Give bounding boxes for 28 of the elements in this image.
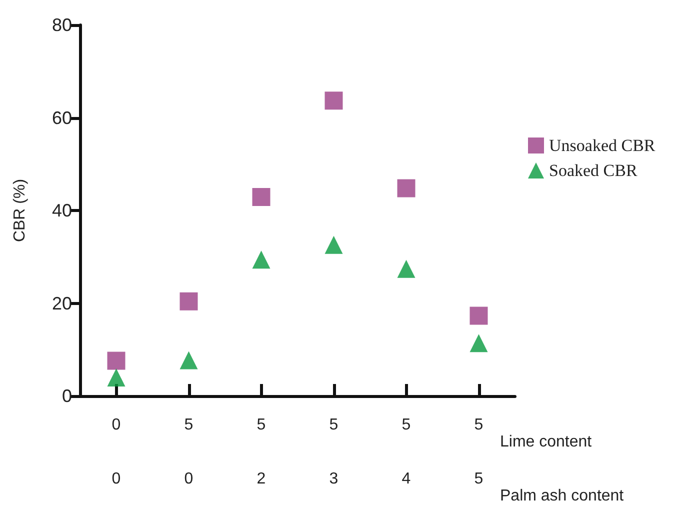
point [470,306,488,325]
text: Palm ash content [500,488,624,504]
y-tick-label: 0 [62,386,72,406]
category-label: 5 2 [256,416,266,488]
point [252,250,270,269]
point [470,334,488,352]
legend-label: Unsoaked CBR [549,136,656,155]
y-tick-label: 80 [52,15,72,35]
point [107,368,126,386]
point [397,179,416,198]
point [252,188,270,206]
point [180,351,198,370]
category-label: 5 3 [329,416,338,488]
legend-label: Soaked CBR [549,161,638,180]
point [397,260,416,278]
point [180,292,198,310]
y-tick-label: 20 [52,293,72,314]
point [324,92,343,110]
point [324,236,343,254]
y-tick-label: 60 [52,108,72,128]
category-label: 5 4 [402,416,411,488]
y-axis-title: CBR (%) [12,178,28,242]
category-label: 0 0 [112,416,121,488]
category-label: 5 5 [474,416,484,488]
point [107,352,126,370]
text: Lime content [500,434,592,450]
y-tick-label: 40 [52,200,72,220]
category-label: 5 0 [184,416,194,488]
